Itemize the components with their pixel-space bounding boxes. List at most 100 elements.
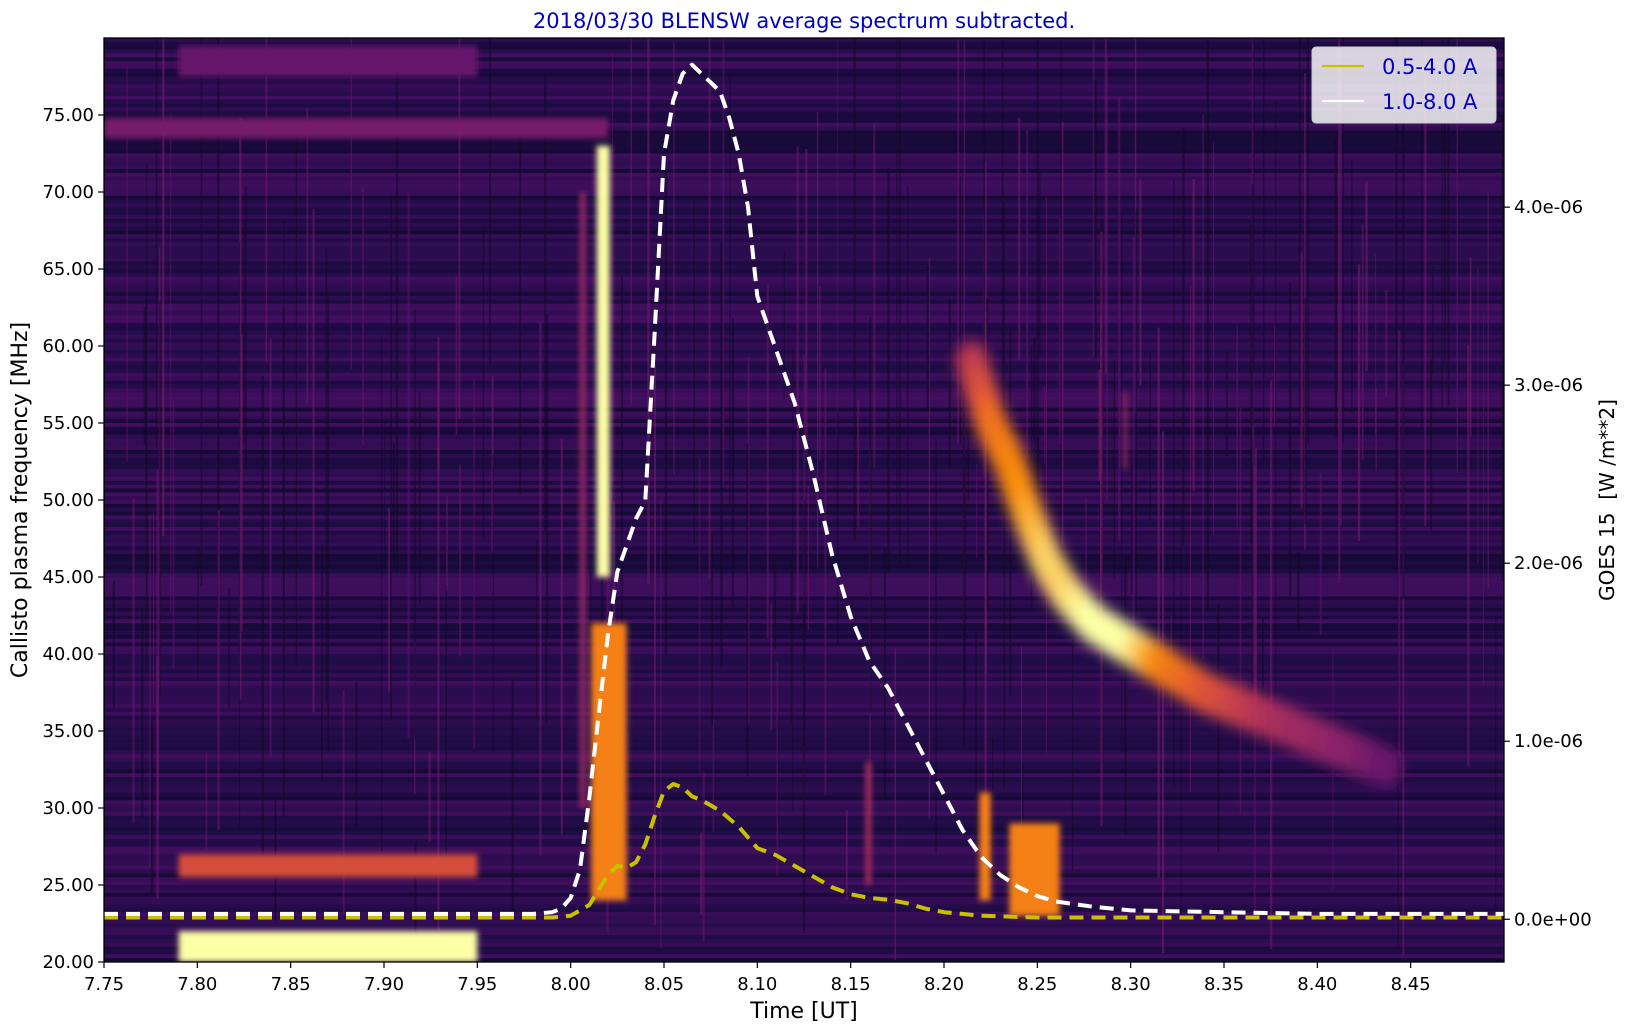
heatmap-streak [1251,184,1254,731]
heatmap-streak [1161,431,1165,954]
heatmap-row [104,68,1504,73]
heatmap-streak [611,51,613,486]
heatmap-streak [162,38,165,537]
heatmap-patch [104,118,608,139]
heatmap-streak [894,648,897,961]
heatmap-row [104,215,1504,219]
heatmap-streak [1275,101,1277,710]
heatmap-row [104,299,1504,304]
heatmap-streak [1342,38,1345,442]
heatmap-streak [776,661,779,876]
heatmap-streak [269,337,272,757]
heatmap-patch [591,623,627,901]
heatmap-row [104,95,1504,100]
heatmap-streak [1338,38,1341,583]
heatmap-row [104,91,1504,96]
legend: 0.5-4.0 A 1.0-8.0 A [1311,46,1497,124]
heatmap-streak [660,498,662,949]
heatmap-streak [1139,179,1142,386]
y-tick-label: 50.00 [42,490,94,511]
heatmap-streak [992,738,994,879]
heatmap-streak [1298,38,1301,429]
heatmap-streak [1217,603,1220,852]
heatmap-streak [948,298,951,468]
heatmap-streak [984,312,987,884]
heatmap-streak [275,798,277,908]
heatmap-streak [312,208,315,713]
heatmap-streak [926,266,930,412]
heatmap-streak [544,71,547,532]
heatmap-streak [1375,387,1377,472]
heatmap-streak [1319,473,1322,635]
type-ii-burst [956,341,1402,787]
heatmap-streak [773,565,777,650]
heatmap-row [104,245,1504,250]
heatmap-streak [1487,191,1489,588]
heatmap-streak [414,841,417,953]
x-tick-label: 8.10 [737,974,777,995]
heatmap-streak [197,548,199,680]
heatmap-row [104,157,1504,162]
heatmap-streak [390,194,392,721]
heatmap-row [104,346,1504,350]
heatmap-row [104,141,1504,146]
heatmap-row [104,931,1504,936]
heatmap-row [104,958,1504,962]
heatmap-streak [327,297,330,751]
heatmap-streak [1135,209,1137,621]
heatmap-streak [1202,114,1204,659]
heatmap-row [104,257,1504,262]
heatmap-streak [702,771,705,942]
heatmap-streak [1300,252,1303,508]
heatmap-streak [1085,498,1087,620]
heatmap-row [104,253,1504,258]
heatmap-streak [722,38,725,488]
heatmap-streak [699,458,701,776]
heatmap-streak [1288,282,1292,597]
heatmap-row [104,130,1504,135]
heatmap-row [104,265,1504,269]
heatmap-streak [869,316,872,714]
heatmap-streak [362,187,364,446]
y-axis-left: 20.00 25.00 30.00 35.00 40.00 45.00 50.00 55.00… [42,105,104,973]
heatmap-streak [149,515,151,868]
heatmap-streak [1307,38,1310,443]
heatmap-row [104,165,1504,169]
chart-title: 2018/03/30 BLENSW average spectrum subtr… [533,9,1075,33]
heatmap-streak [491,375,494,553]
heatmap-streak [609,546,611,632]
heatmap-row [104,118,1504,123]
heatmap-streak [1044,386,1046,464]
heatmap-row [104,188,1504,192]
heatmap-row [104,954,1504,959]
y-tick-label: 55.00 [42,413,94,434]
heatmap-streak [200,38,203,587]
y-tick-label: 65.00 [42,259,94,280]
heatmap-row [104,211,1504,216]
heatmap-streak [1225,351,1228,457]
heatmap-streak [1117,97,1121,542]
heatmap-streak [482,228,485,540]
heatmap-streak [535,539,538,722]
burst-blob [1369,746,1402,787]
heatmap-streak [239,117,242,700]
y2-tick-label: 3.0e-06 [1514,375,1583,396]
series-line-0 [104,782,1504,920]
heatmap-row [104,226,1504,231]
heatmap-streak [1402,364,1405,956]
heatmap-streak [392,443,395,570]
heatmap-streak [1033,337,1036,587]
heatmap-streak [1482,311,1485,687]
heatmap-row [104,99,1504,104]
legend-label-1: 1.0-8.0 A [1382,90,1478,114]
heatmap-row [104,49,1504,54]
heatmap-row [104,218,1504,223]
heatmap-row [104,138,1504,142]
heatmap-streak [1025,130,1029,460]
heatmap-row [104,319,1504,323]
heatmap-row [104,322,1504,327]
heatmap-streak [805,149,808,456]
heatmap-streak [883,547,886,798]
heatmap-streak [731,318,735,608]
